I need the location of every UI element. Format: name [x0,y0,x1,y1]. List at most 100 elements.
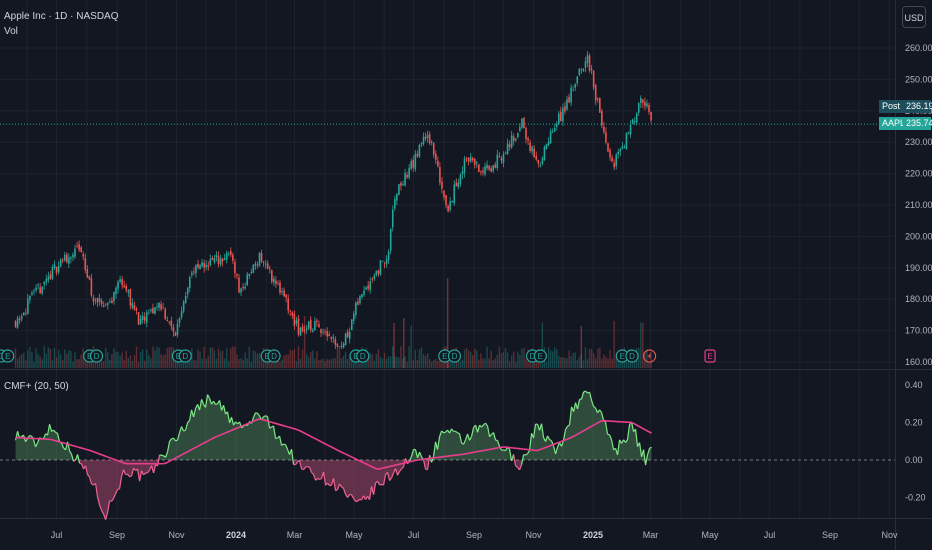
volume-bar [578,357,581,368]
volume-bar [170,346,173,368]
symbol-title: Apple Inc · 1D · NASDAQ [4,11,119,22]
cmf-fast-line [198,399,203,411]
cmf-fast-line [359,498,362,501]
volume-bar [574,352,576,368]
candle-body [482,170,484,173]
volume-bar [14,348,17,368]
split-marker [642,349,657,363]
volume-bar [418,349,421,368]
volume-bar [232,346,234,368]
cmf-fast-line [554,446,559,455]
volume-bar [246,358,248,368]
candle-body [225,253,228,260]
cmf-fast-line [138,470,143,482]
candle-body [182,301,185,312]
candle-body [158,302,160,308]
earnings-marker-label: E [538,352,543,361]
volume-bar [426,353,429,368]
cmf-fast-line [133,467,137,471]
candle-body [150,309,152,312]
candle-body [484,166,486,175]
candle-body [496,154,499,169]
candle-body [90,278,93,296]
candle-body [603,126,605,133]
cmf-fast-line [104,512,109,520]
volume-bar [209,347,212,368]
volume-bar [113,348,115,368]
candle-body [488,165,490,170]
volume-bar [523,348,525,368]
candle-body [633,121,636,122]
cmf-fast-line [312,474,317,481]
volume-bar [37,353,39,368]
candle-body [564,105,566,112]
candle-body [215,254,218,258]
candle-body [100,300,103,305]
volume-bar [285,354,287,368]
candle-body [283,290,285,297]
cmf-fast-line [69,450,73,455]
candle-body [309,319,312,331]
candle-body [437,160,439,167]
candle-body [256,264,259,266]
candle-body [506,143,509,155]
candle-body [287,298,290,311]
cmf-fast-line [233,421,237,426]
cmf-fast-line [51,429,54,432]
volume-bar [217,348,220,368]
candle-body [592,70,595,88]
candle-body [523,117,525,129]
earnings-marker-label: E [176,352,181,361]
volume-bar [349,357,351,368]
candle-body [430,142,433,144]
volume-bar [250,361,253,368]
cmf-fast-line [342,488,347,495]
volume-bar [59,354,62,368]
volume-bar [144,360,146,368]
cmf-fast-line [377,480,381,486]
candle-body [570,87,572,103]
currency-button[interactable]: USD [902,6,926,28]
candle-body [371,279,374,280]
volume-bar [404,356,406,368]
candle-body [402,184,404,185]
volume-bar [289,349,291,368]
volume-bar [629,358,632,368]
cmf-fast-line [222,405,227,415]
candle-body [260,252,263,262]
cmf-fast-line [549,439,552,442]
volume-bar [72,361,74,368]
dividend-marker [447,349,462,363]
volume-bar [428,359,431,368]
candle-body [467,158,470,162]
volume-bar [446,278,449,368]
volume-bar [508,361,511,368]
dividend-marker-label: D [530,352,536,361]
candle-body [504,152,507,154]
cmf-fast-line [187,420,191,424]
cmf-fast-line [46,424,51,436]
cmf-fast-line [315,477,318,481]
price-tick-label: 180.00 [905,294,932,304]
volume-bar [244,352,246,368]
volume-bar [572,352,574,368]
candle-body [152,308,154,314]
candle-body [498,156,501,158]
cmf-fast-line [176,432,181,441]
cmf-fast-line [120,469,125,477]
candle-body [221,258,224,262]
volume-bar [344,351,347,368]
volume-bar [490,350,492,368]
candle-body [121,279,123,286]
cmf-fast-line [136,468,141,482]
volume-bar [158,347,160,368]
candle-body [166,319,169,322]
cmf-label: CMF+ (20, 50) [4,381,69,392]
candle-body [70,257,72,259]
volume-bar [305,354,308,368]
volume-bar [195,360,197,368]
candle-body [562,107,564,122]
time-tick-label: Nov [525,530,542,540]
cmf-fast-line [649,446,652,449]
